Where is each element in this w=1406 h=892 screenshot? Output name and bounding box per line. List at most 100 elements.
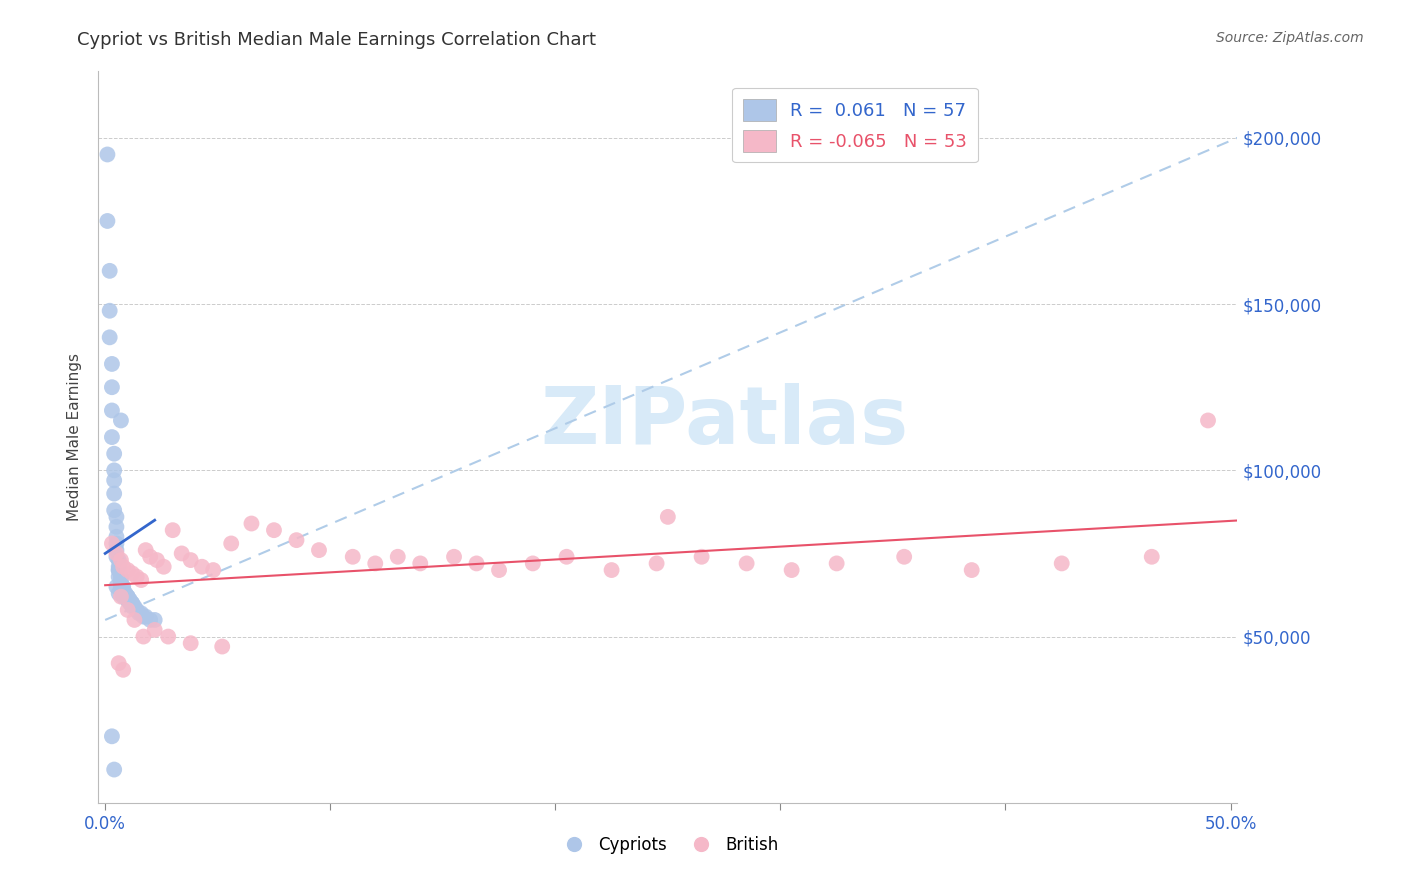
Point	[143, 623, 166, 637]
Point	[132, 630, 155, 644]
Point	[96, 214, 118, 228]
Point	[117, 593, 139, 607]
Point	[103, 486, 125, 500]
Point	[107, 553, 129, 567]
Point	[105, 520, 128, 534]
Point	[522, 557, 544, 571]
Point	[105, 580, 128, 594]
Point	[117, 593, 139, 607]
Point	[121, 566, 143, 581]
Point	[107, 559, 129, 574]
Point	[112, 559, 135, 574]
Point	[645, 557, 668, 571]
Point	[110, 576, 132, 591]
Point	[103, 503, 125, 517]
Legend: Cypriots, British: Cypriots, British	[550, 829, 786, 860]
Point	[121, 599, 143, 614]
Point	[443, 549, 465, 564]
Point	[129, 573, 152, 587]
Point	[263, 523, 285, 537]
Point	[125, 570, 148, 584]
Point	[110, 580, 132, 594]
Point	[285, 533, 308, 548]
Point	[1140, 549, 1163, 564]
Point	[103, 763, 125, 777]
Point	[129, 607, 152, 621]
Point	[107, 563, 129, 577]
Point	[101, 357, 124, 371]
Point	[101, 729, 124, 743]
Point	[690, 549, 713, 564]
Point	[143, 613, 166, 627]
Point	[112, 582, 135, 597]
Point	[1050, 557, 1073, 571]
Text: Source: ZipAtlas.com: Source: ZipAtlas.com	[1216, 31, 1364, 45]
Point	[128, 607, 150, 621]
Point	[219, 536, 242, 550]
Point	[110, 590, 132, 604]
Point	[98, 264, 121, 278]
Point	[101, 536, 124, 550]
Point	[121, 596, 143, 610]
Text: Cypriot vs British Median Male Earnings Correlation Chart: Cypriot vs British Median Male Earnings …	[77, 31, 596, 49]
Point	[98, 330, 121, 344]
Text: ZIPatlas: ZIPatlas	[541, 384, 908, 461]
Point	[342, 549, 364, 564]
Point	[107, 563, 129, 577]
Point	[146, 553, 169, 567]
Point	[112, 590, 135, 604]
Point	[117, 590, 139, 604]
Point	[124, 599, 146, 614]
Point	[124, 613, 146, 627]
Point	[96, 147, 118, 161]
Point	[202, 563, 225, 577]
Point	[110, 413, 132, 427]
Point	[117, 603, 139, 617]
Point	[600, 563, 623, 577]
Point	[135, 609, 157, 624]
Point	[387, 549, 409, 564]
Point	[893, 549, 915, 564]
Point	[157, 630, 180, 644]
Point	[825, 557, 848, 571]
Point	[103, 463, 125, 477]
Point	[107, 570, 129, 584]
Point	[180, 636, 202, 650]
Point	[152, 559, 174, 574]
Point	[103, 447, 125, 461]
Point	[162, 523, 184, 537]
Point	[960, 563, 983, 577]
Point	[555, 549, 578, 564]
Point	[364, 557, 387, 571]
Point	[101, 380, 124, 394]
Point	[135, 543, 157, 558]
Point	[117, 563, 139, 577]
Point	[118, 596, 141, 610]
Point	[105, 546, 128, 560]
Point	[118, 593, 141, 607]
Point	[112, 663, 135, 677]
Point	[101, 430, 124, 444]
Point	[112, 580, 135, 594]
Point	[211, 640, 233, 654]
Point	[780, 563, 803, 577]
Point	[139, 613, 162, 627]
Point	[110, 573, 132, 587]
Point	[240, 516, 263, 531]
Point	[409, 557, 432, 571]
Y-axis label: Median Male Earnings: Median Male Earnings	[67, 353, 83, 521]
Point	[191, 559, 214, 574]
Point	[103, 473, 125, 487]
Point	[105, 509, 128, 524]
Point	[308, 543, 330, 558]
Point	[112, 582, 135, 597]
Point	[105, 530, 128, 544]
Point	[121, 596, 143, 610]
Point	[105, 536, 128, 550]
Point	[1197, 413, 1219, 427]
Point	[110, 553, 132, 567]
Point	[170, 546, 193, 560]
Point	[114, 586, 136, 600]
Point	[657, 509, 679, 524]
Point	[110, 570, 132, 584]
